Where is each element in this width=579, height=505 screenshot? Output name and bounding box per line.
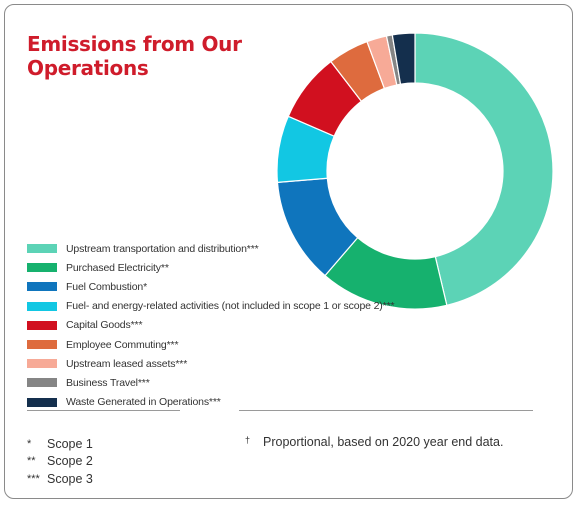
legend-swatch	[27, 397, 57, 407]
scope-note-symbol: *	[27, 437, 32, 450]
legend-label: Fuel- and energy-related activities (not…	[66, 300, 395, 313]
scope-note-label: Scope 1	[47, 436, 93, 451]
donut-slice	[391, 32, 416, 85]
donut-slice	[414, 32, 554, 307]
legend-swatch	[27, 282, 57, 292]
legend-swatch	[27, 263, 57, 273]
chart-card: Emissions from Our Operations Upstream t…	[4, 4, 573, 499]
donut-chart	[276, 32, 554, 310]
scope-note-3: *** Scope 3	[27, 470, 93, 488]
legend-swatch	[27, 244, 57, 254]
scope-note-symbol: ***	[27, 472, 40, 485]
legend-label: Purchased Electricity**	[66, 261, 169, 274]
scope-note-symbol: **	[27, 455, 36, 468]
scope-note-label: Scope 2	[47, 454, 93, 469]
left-divider	[27, 410, 180, 411]
legend-swatch	[27, 301, 57, 311]
legend-swatch	[27, 359, 57, 369]
dagger-footnote: † Proportional, based on 2020 year end d…	[245, 435, 503, 449]
legend-label: Employee Commuting***	[66, 338, 179, 351]
legend-swatch	[27, 320, 57, 330]
legend-label: Upstream transportation and distribution…	[66, 242, 259, 255]
scope-notes: * Scope 1 ** Scope 2 *** Scope 3	[27, 435, 93, 488]
legend-label: Waste Generated in Operations***	[66, 396, 221, 409]
legend-item: Purchased Electricity**	[27, 258, 394, 277]
legend-item: Capital Goods***	[27, 316, 394, 335]
legend-label: Upstream leased assets***	[66, 357, 188, 370]
legend-label: Fuel Combustion*	[66, 280, 148, 293]
scope-note-2: ** Scope 2	[27, 453, 93, 471]
scope-note-label: Scope 3	[47, 471, 93, 486]
chart-title: Emissions from Our Operations	[27, 32, 242, 80]
chart-legend: Upstream transportation and distribution…	[27, 239, 395, 412]
legend-swatch	[27, 340, 57, 350]
dagger-text: Proportional, based on 2020 year end dat…	[263, 435, 504, 449]
legend-label: Business Travel***	[66, 376, 150, 389]
legend-item: Upstream transportation and distribution…	[27, 239, 394, 258]
scope-note-1: * Scope 1	[27, 435, 93, 453]
legend-swatch	[27, 378, 57, 388]
legend-item: Waste Generated in Operations***	[27, 393, 394, 412]
legend-item: Employee Commuting***	[27, 335, 394, 354]
legend-item: Fuel Combustion*	[27, 277, 394, 296]
legend-item: Upstream leased assets***	[27, 354, 394, 373]
right-divider	[239, 410, 533, 411]
legend-item: Fuel- and energy-related activities (not…	[27, 297, 395, 316]
legend-item: Business Travel***	[27, 373, 394, 392]
dagger-symbol: †	[245, 435, 251, 445]
legend-label: Capital Goods***	[66, 319, 143, 332]
